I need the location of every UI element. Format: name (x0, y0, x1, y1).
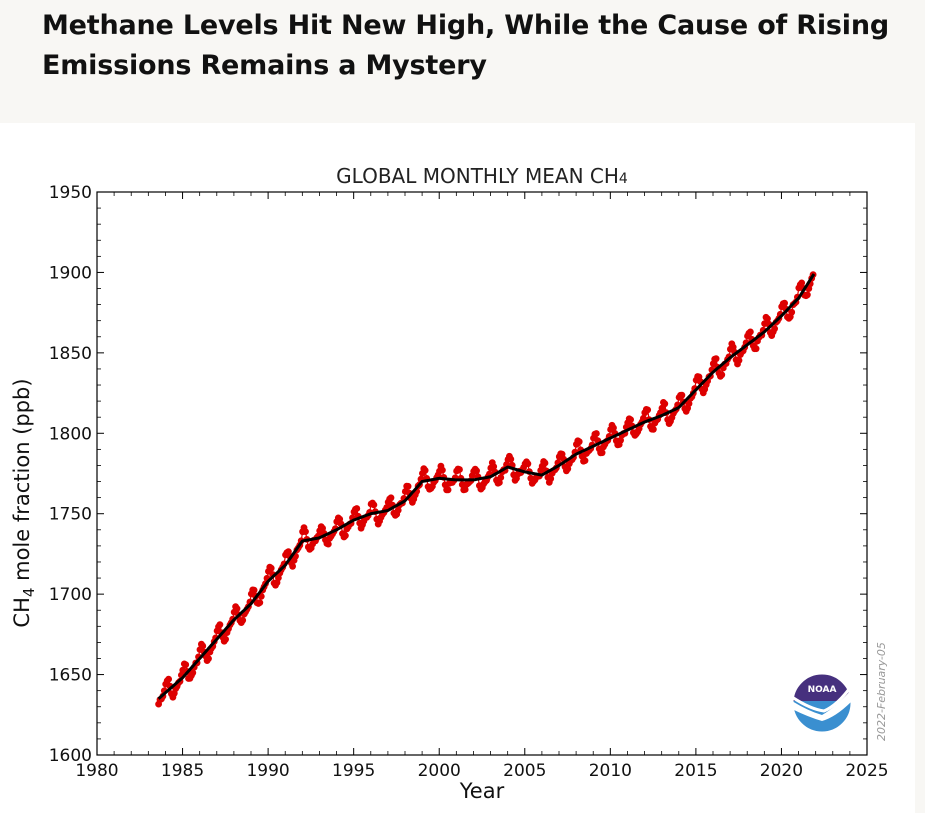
x-tick-label: 2025 (845, 761, 888, 781)
monthly-point (685, 400, 693, 407)
monthly-point (627, 416, 634, 423)
x-tick-label: 2010 (589, 761, 632, 781)
chart-title-main: GLOBAL MONTHLY MEAN CH (336, 164, 619, 188)
y-tick-label: 1900 (49, 263, 92, 283)
monthly-point (788, 308, 796, 316)
monthly-point (507, 455, 515, 463)
monthly-point (302, 528, 309, 535)
monthly-point (564, 465, 572, 473)
y-tick-label: 1650 (49, 666, 92, 686)
y-axis-label-suffix: mole fraction (ppb) (10, 378, 34, 587)
monthly-point (804, 291, 811, 299)
monthly-point (541, 459, 549, 467)
monthly-point (250, 586, 258, 594)
monthly-point (342, 532, 349, 539)
x-tick-label: 1985 (161, 761, 204, 781)
monthly-point (581, 457, 589, 464)
x-tick-label: 2015 (674, 761, 717, 781)
monthly-point (490, 463, 498, 470)
monthly-point (324, 540, 332, 548)
noaa-logo: NOAA (792, 673, 852, 733)
monthly-point (718, 371, 726, 379)
monthly-point (165, 675, 173, 683)
date-stamp: 2022-February-05 (875, 642, 888, 741)
monthly-point (781, 299, 788, 307)
noaa-logo-text: NOAA (808, 685, 837, 695)
monthly-point (575, 438, 583, 446)
monthly-point (439, 466, 446, 474)
monthly-point (610, 424, 617, 432)
monthly-point (394, 506, 402, 514)
monthly-point (199, 642, 207, 650)
monthly-point (421, 467, 429, 474)
monthly-point (461, 486, 469, 493)
monthly-point (456, 466, 463, 473)
monthly-point (764, 315, 771, 323)
monthly-point (650, 425, 657, 433)
monthly-point (189, 669, 197, 677)
monthly-point (524, 460, 532, 468)
monthly-point (473, 467, 480, 475)
monthly-points (155, 271, 817, 708)
chart-title: GLOBAL MONTHLY MEAN CH4 (336, 164, 628, 188)
monthly-point (771, 325, 778, 333)
y-tick-label: 1600 (49, 746, 92, 766)
monthly-point (617, 436, 624, 444)
monthly-point (661, 400, 669, 408)
x-tick-label: 1980 (75, 761, 118, 781)
plot-frame (96, 191, 868, 756)
monthly-point (497, 474, 505, 481)
monthly-point (216, 621, 224, 628)
monthly-point (798, 279, 806, 287)
monthly-point (239, 616, 247, 624)
monthly-point (644, 406, 652, 414)
monthly-point (370, 501, 378, 509)
y-tick-label: 1700 (49, 585, 92, 605)
x-tick-label: 2000 (418, 761, 461, 781)
y-tick-label: 1850 (49, 344, 92, 364)
axis-ticks: 1980 1985 1990 1995 2000 2005 2010 2015 2020 2025… (49, 183, 889, 781)
monthly-point (729, 343, 737, 351)
headline: Methane Levels Hit New High, While the C… (42, 10, 890, 81)
monthly-point (735, 357, 743, 364)
monthly-point (593, 430, 600, 437)
x-tick-label: 1990 (246, 761, 289, 781)
monthly-point (256, 599, 264, 606)
monthly-point (182, 661, 190, 669)
x-tick-label: 1995 (332, 761, 375, 781)
monthly-point (752, 345, 760, 353)
monthly-point (747, 328, 754, 336)
chart-panel: GLOBAL MONTHLY MEAN CH4 CH4 mole fractio… (0, 123, 915, 813)
chart-title-sub: 4 (619, 171, 628, 187)
y-axis-label-sub: 4 (20, 588, 38, 598)
monthly-point (444, 486, 452, 494)
x-axis-label: Year (459, 779, 505, 803)
monthly-point (267, 564, 275, 572)
y-tick-label: 1950 (49, 183, 92, 203)
monthly-point (353, 505, 361, 512)
x-tick-label: 2005 (503, 761, 546, 781)
y-tick-label: 1800 (49, 424, 92, 444)
monthly-point (404, 482, 412, 490)
x-tick-label: 2020 (760, 761, 803, 781)
monthly-point (222, 635, 230, 643)
monthly-line (158, 274, 814, 705)
y-axis-label-prefix: CH (10, 597, 34, 627)
trend-line (157, 273, 816, 700)
monthly-point (289, 562, 296, 570)
y-axis-label: CH4 mole fraction (ppb) (10, 378, 38, 627)
monthly-point (678, 391, 686, 399)
y-tick-label: 1750 (49, 505, 92, 525)
trend-series (157, 273, 816, 700)
monthly-point (547, 475, 555, 483)
monthly-point (205, 655, 212, 662)
methane-chart: GLOBAL MONTHLY MEAN CH4 CH4 mole fractio… (10, 164, 889, 803)
monthly-point (598, 449, 606, 457)
monthly-point (233, 605, 241, 612)
monthly-point (640, 414, 647, 422)
monthly-point (387, 494, 395, 502)
monthly-point (712, 355, 720, 363)
